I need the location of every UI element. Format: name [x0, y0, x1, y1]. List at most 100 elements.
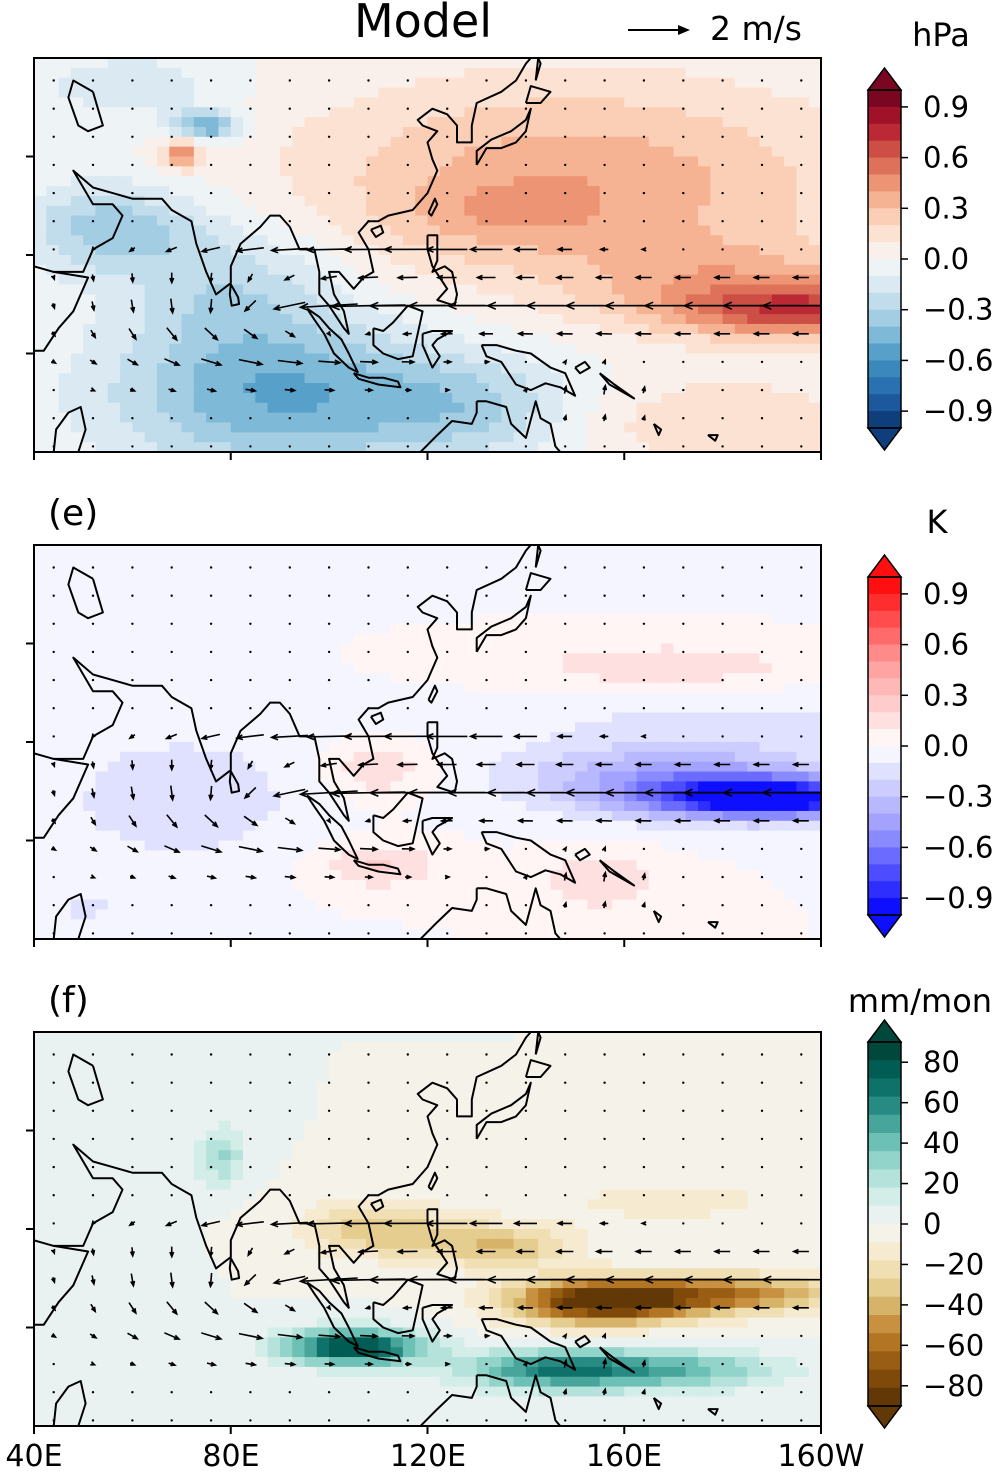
- field-cell: [587, 633, 601, 645]
- field-cell: [550, 751, 564, 763]
- field-cell: [550, 732, 564, 743]
- field-cell: [46, 682, 60, 694]
- field-cell: [427, 392, 441, 404]
- field-cell: [550, 195, 564, 207]
- field-cell: [58, 692, 72, 704]
- field-cell: [156, 333, 170, 345]
- field-cell: [378, 146, 392, 158]
- field-cell: [279, 195, 293, 207]
- field-cell: [648, 751, 662, 763]
- field-cell: [673, 702, 687, 714]
- field-cell: [316, 264, 330, 276]
- field-cell: [341, 613, 355, 625]
- field-cell: [611, 801, 625, 812]
- field-cell: [710, 323, 724, 335]
- field-cell: [95, 343, 109, 355]
- field-cell: [120, 722, 133, 733]
- field-cell: [95, 284, 109, 295]
- field-cell: [439, 156, 453, 167]
- wind-vector-dot: [131, 79, 134, 82]
- field-cell: [464, 643, 478, 654]
- field-cell: [95, 574, 109, 585]
- field-cell: [218, 383, 232, 394]
- field-cell: [366, 623, 379, 635]
- field-cell: [243, 117, 256, 128]
- field-cell: [611, 564, 625, 576]
- field-cell: [771, 373, 785, 384]
- field-cell: [107, 67, 121, 79]
- field-cell: [132, 751, 146, 763]
- field-cell: [120, 87, 133, 98]
- field-cell: [575, 77, 588, 89]
- field-cell: [525, 742, 539, 753]
- wind-vector-dot: [91, 191, 95, 195]
- field-cell: [390, 545, 404, 556]
- field-cell: [710, 314, 724, 325]
- field-cell: [501, 751, 515, 763]
- field-cell: [575, 673, 588, 684]
- field-cell: [341, 564, 355, 576]
- field-cell: [70, 353, 84, 364]
- field-cell: [784, 176, 798, 187]
- field-cell: [488, 412, 502, 424]
- field-cell: [402, 402, 416, 414]
- field-cell: [169, 146, 183, 158]
- field-cell: [648, 195, 662, 207]
- field-cell: [501, 673, 515, 684]
- field-cell: [476, 870, 490, 881]
- field-cell: [144, 422, 158, 433]
- field-cell: [243, 574, 256, 585]
- field-cell: [34, 771, 47, 782]
- field-cell: [132, 673, 146, 684]
- field-cell: [230, 554, 244, 566]
- field-cell: [341, 77, 355, 89]
- field-cell: [279, 294, 293, 305]
- field-cell: [624, 136, 638, 148]
- field-cell: [538, 909, 552, 920]
- field-cell: [144, 653, 158, 664]
- field-cell: [599, 801, 613, 812]
- field-cell: [575, 742, 588, 753]
- field-cell: [439, 692, 453, 704]
- field-cell: [255, 117, 269, 128]
- coastline: [352, 372, 402, 389]
- field-cell: [304, 850, 318, 861]
- field-cell: [107, 633, 121, 645]
- field-cell: [661, 604, 675, 615]
- field-cell: [230, 643, 244, 654]
- field-cell: [378, 225, 392, 236]
- field-cell: [415, 412, 429, 424]
- field-cell: [476, 186, 490, 197]
- field-cell: [316, 235, 330, 246]
- field-cell: [107, 860, 121, 871]
- field-cell: [427, 712, 441, 723]
- field-cell: [402, 343, 416, 355]
- field-cell: [144, 264, 158, 276]
- field-cell: [169, 235, 183, 246]
- field-cell: [710, 136, 724, 148]
- field-cell: [366, 87, 379, 98]
- field-cell: [648, 284, 662, 295]
- field-cell: [341, 412, 355, 424]
- wind-vector-dot: [682, 107, 685, 110]
- field-cell: [501, 771, 515, 782]
- field-cell: [562, 373, 576, 384]
- field-cell: [95, 166, 109, 177]
- field-cell: [611, 176, 625, 187]
- field-cell: [636, 304, 650, 315]
- field-cell: [390, 205, 404, 217]
- wind-vector: [478, 331, 493, 337]
- field-cell: [341, 860, 355, 871]
- wind-vector-dot: [642, 107, 646, 110]
- field-cell: [648, 432, 662, 443]
- field-cell: [464, 363, 478, 374]
- field-cell: [587, 712, 601, 723]
- field-cell: [156, 791, 170, 802]
- field-cell: [107, 702, 121, 714]
- field-cell: [206, 314, 220, 325]
- field-cell: [661, 899, 675, 911]
- field-cell: [34, 722, 47, 733]
- field-cell: [525, 186, 539, 197]
- field-cell: [562, 682, 576, 694]
- field-cell: [132, 722, 146, 733]
